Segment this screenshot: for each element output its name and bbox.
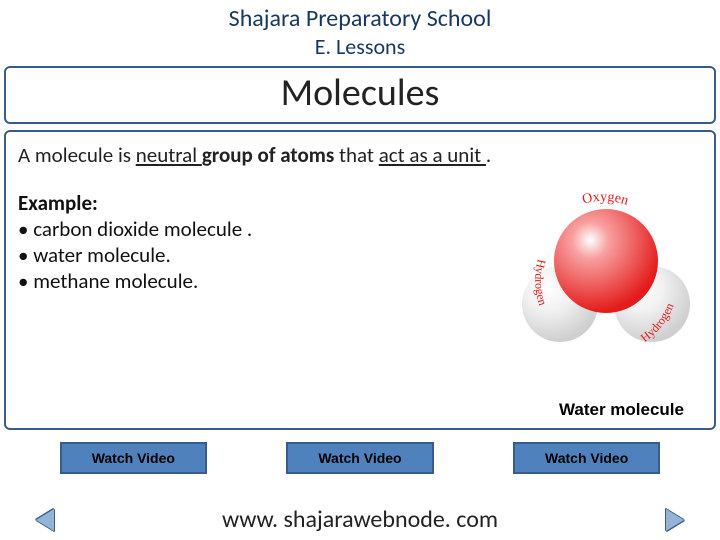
page-title: Molecules <box>6 70 714 116</box>
next-arrow-icon[interactable] <box>666 509 684 531</box>
prev-arrow-icon[interactable] <box>36 509 54 531</box>
footer: www. shajarawebnode. com <box>0 505 720 534</box>
def-pre: A molecule is <box>18 142 136 168</box>
def-end: . <box>486 142 491 168</box>
water-molecule-svg: Oxygen Hydrogen Hydrogen <box>502 176 702 356</box>
watch-video-button-2[interactable]: Watch Video <box>286 442 433 474</box>
def-underline-2: act as a unit <box>379 142 486 168</box>
oxygen-label: Oxygen <box>581 190 630 209</box>
def-underline-1: neutral <box>136 142 202 168</box>
header-subtitle: E. Lessons <box>0 33 720 60</box>
header: Shajara Preparatory School E. Lessons <box>0 0 720 62</box>
footer-url: www. shajarawebnode. com <box>222 505 498 534</box>
school-name: Shajara Preparatory School <box>0 4 720 33</box>
definition-text: A molecule is neutral group of atoms tha… <box>18 142 702 168</box>
diagram-caption: Water molecule <box>559 400 684 420</box>
molecule-diagram: Oxygen Hydrogen Hydrogen <box>502 176 702 356</box>
def-bold: group of atoms <box>202 142 334 168</box>
title-box: Molecules <box>4 66 716 124</box>
def-mid: that <box>334 142 378 168</box>
content-box: A molecule is neutral group of atoms tha… <box>4 130 716 430</box>
oxygen-icon <box>554 209 658 313</box>
watch-video-button-1[interactable]: Watch Video <box>60 442 207 474</box>
button-row: Watch Video Watch Video Watch Video <box>20 442 700 474</box>
watch-video-button-3[interactable]: Watch Video <box>513 442 660 474</box>
